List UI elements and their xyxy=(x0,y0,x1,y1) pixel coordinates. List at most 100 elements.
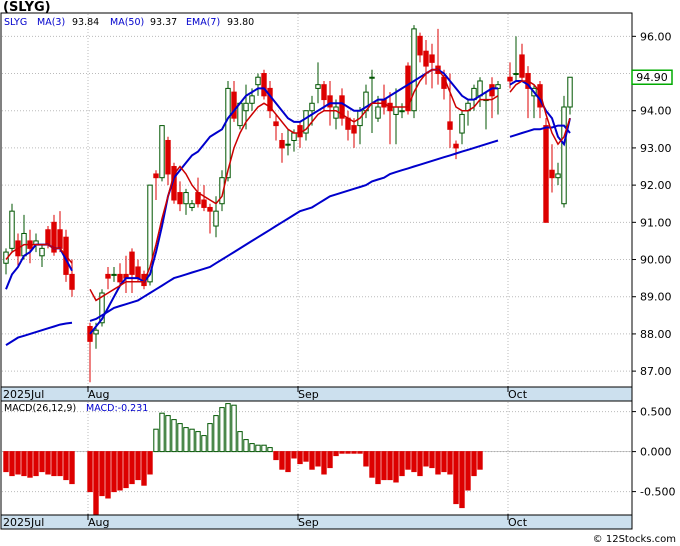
macd-bar xyxy=(57,451,63,477)
candle xyxy=(225,80,231,182)
macd-bars xyxy=(2,403,631,515)
macd-bar xyxy=(459,451,465,509)
candle xyxy=(177,181,183,212)
price-tick-label: 92.00 xyxy=(640,179,672,192)
macd-bar xyxy=(39,451,45,473)
macd-title: MACD(26,12,9) xyxy=(4,403,76,414)
macd-bar xyxy=(225,403,231,453)
candle xyxy=(255,73,261,96)
macd-bar xyxy=(381,451,387,481)
macd-bar xyxy=(303,451,309,462)
candle xyxy=(285,129,291,156)
macd-bar xyxy=(135,451,141,481)
macd-bar xyxy=(477,451,483,470)
macd-bar xyxy=(315,451,321,467)
candle xyxy=(303,110,309,141)
macd-tick-label: 0.000 xyxy=(640,446,672,459)
macd-bar xyxy=(411,451,417,473)
candle xyxy=(309,95,315,126)
candle xyxy=(153,170,159,200)
macd-bar xyxy=(471,451,477,477)
macd-bar xyxy=(3,451,9,473)
macd-value: MACD:-0.231 xyxy=(86,403,148,414)
macd-bar xyxy=(93,451,99,515)
macd-bar xyxy=(207,423,213,453)
macd-bar xyxy=(333,451,339,457)
macd-bar xyxy=(33,451,39,477)
last-price-box xyxy=(631,69,673,85)
macd-bar xyxy=(165,415,171,453)
candle xyxy=(279,133,285,163)
candle xyxy=(9,203,15,253)
macd-bar xyxy=(177,423,183,453)
candle xyxy=(129,248,135,293)
macd-bar xyxy=(339,451,345,454)
candle xyxy=(201,185,207,212)
macd-bar xyxy=(129,451,135,485)
price-tick-label: 87.00 xyxy=(640,365,672,378)
x-tick-label: Aug xyxy=(88,388,109,401)
macd-bar xyxy=(237,431,243,453)
candle xyxy=(513,36,519,81)
macd-tick-label: -0.500 xyxy=(640,486,675,499)
candle xyxy=(423,40,429,85)
last-price-label: 94.90 xyxy=(636,71,668,84)
price-tick-label: 90.00 xyxy=(640,254,672,267)
candle xyxy=(321,80,327,111)
macd-bar xyxy=(87,451,93,493)
macd-bar xyxy=(447,451,453,475)
macd-bar xyxy=(189,428,195,453)
macd-bar xyxy=(141,451,147,486)
macd-bar xyxy=(345,451,351,454)
candle xyxy=(339,88,345,126)
x-tick-label: Aug xyxy=(88,516,109,529)
candle xyxy=(207,203,213,234)
macd-bar xyxy=(267,447,273,453)
legend-ma50-label: MA(50) xyxy=(110,17,144,28)
legend-ema7-label: EMA(7) xyxy=(186,17,220,28)
macd-bar xyxy=(195,431,201,453)
macd-bar xyxy=(99,451,105,497)
legend-symbol: SLYG xyxy=(4,17,27,28)
macd-bar xyxy=(69,451,75,485)
macd-bar xyxy=(63,451,69,481)
macd-bar xyxy=(279,451,285,470)
macd-bar xyxy=(9,451,15,477)
macd-bar xyxy=(201,435,207,453)
candle xyxy=(39,244,45,267)
macd-bar xyxy=(249,443,255,453)
candle xyxy=(519,43,525,81)
candle xyxy=(183,188,189,215)
x-tick-label: Oct xyxy=(508,516,528,529)
macd-bar xyxy=(393,451,399,483)
macd-bar xyxy=(147,451,153,475)
price-tick-label: 89.00 xyxy=(640,291,672,304)
macd-bar xyxy=(417,451,423,477)
macd-bar xyxy=(117,451,123,491)
macd-bar xyxy=(441,451,447,473)
macd-bar xyxy=(351,451,357,454)
candle xyxy=(189,200,195,212)
legend-ema7-value: 93.80 xyxy=(227,17,254,28)
x-tick-label: Oct xyxy=(508,388,528,401)
price-tick-label: 88.00 xyxy=(640,328,672,341)
macd-bar xyxy=(423,451,429,467)
macd-bar xyxy=(27,451,33,478)
price-tick-label: 91.00 xyxy=(640,216,672,229)
macd-bar xyxy=(321,451,327,475)
macd-bar xyxy=(285,451,291,473)
x-tick-label: Sep xyxy=(298,388,319,401)
macd-bar xyxy=(363,451,369,467)
x-axis-band-bottom xyxy=(0,514,633,530)
macd-bar xyxy=(453,451,459,505)
candle xyxy=(237,102,243,130)
price-tick-label: 96.00 xyxy=(640,30,672,43)
candle xyxy=(429,43,435,89)
price-y-axis: 87.00 88.00 89.00 90.00 91.00 92.00 93.00 94.00… xyxy=(632,30,672,378)
macd-bar xyxy=(105,451,111,499)
series-line-ma50 xyxy=(5,124,571,346)
legend-ma3-value: 93.84 xyxy=(72,17,99,28)
macd-bar xyxy=(261,444,267,453)
x-tick-label: 2025Jul xyxy=(3,516,44,529)
